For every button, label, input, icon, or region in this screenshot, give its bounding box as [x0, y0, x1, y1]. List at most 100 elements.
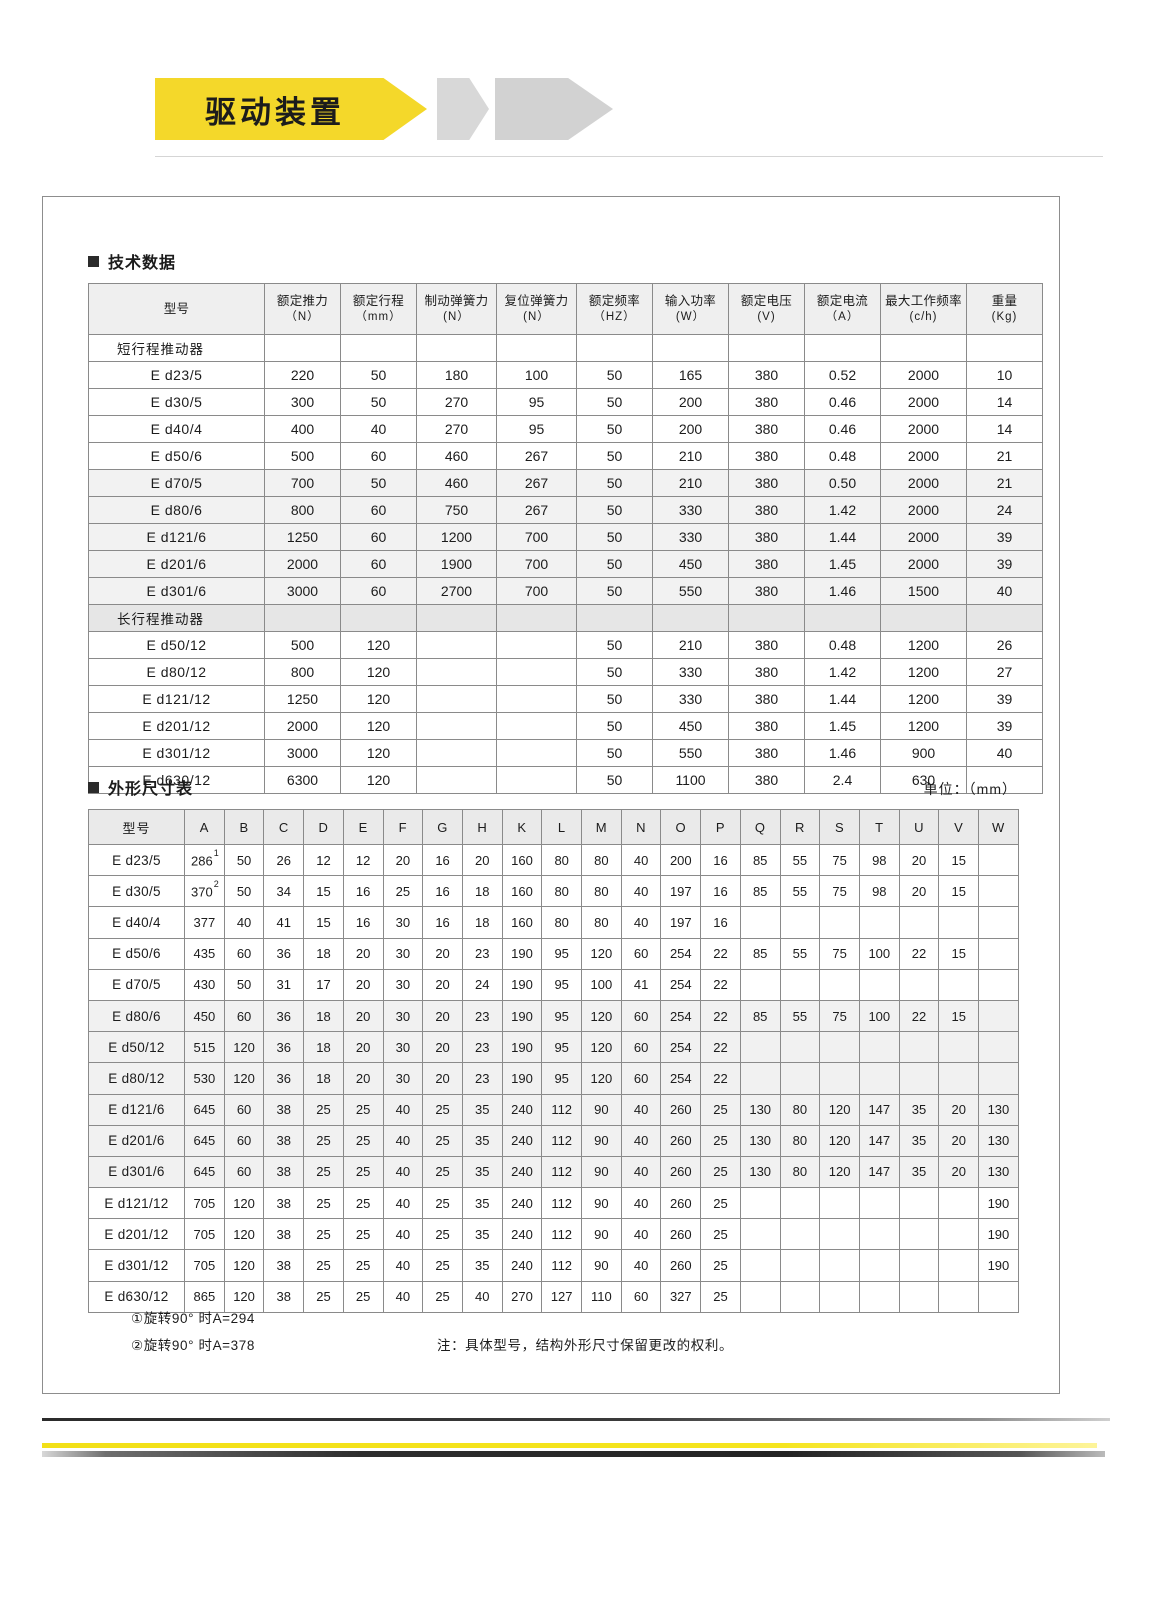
table-cell: 22: [898, 937, 940, 970]
footer-decoration: [42, 1418, 1110, 1457]
cell-model: E d121/12: [88, 1187, 185, 1220]
footnotes: ①旋转90° 时A=294 ②旋转90° 时A=378 注：具体型号，结构外形尺…: [131, 1303, 1011, 1357]
table-cell: 35: [461, 1187, 503, 1220]
table-cell: 30: [382, 937, 424, 970]
cell-model: E d23/5: [88, 361, 265, 389]
table-cell: 1500: [880, 577, 967, 605]
table-row: E d50/6 435 60 36 18 20 30 20 23 190 95 120 60 254 22 8…: [88, 937, 1019, 970]
table-cell: 50: [223, 875, 265, 908]
col-header-rated-voltage: 额定电压 (V): [728, 283, 805, 335]
table-cell: [819, 1187, 860, 1220]
table-cell: 20: [342, 937, 384, 970]
table-cell: 60: [620, 937, 662, 970]
table-cell: 330: [652, 658, 729, 686]
table-cell: [938, 1218, 980, 1251]
table-cell: [496, 712, 577, 740]
table-cell: 16: [700, 875, 741, 908]
table-cell: 197: [660, 906, 702, 939]
table-cell: 18: [303, 1062, 344, 1095]
table-cell-empty: [416, 334, 497, 362]
table-cell: 50: [576, 766, 653, 794]
table-cell: 260: [660, 1155, 702, 1189]
table-cell: 2000: [880, 523, 967, 551]
table-cell: 25: [303, 1155, 344, 1189]
col-header-weight-label: 重量: [991, 293, 1018, 308]
footnote-3: 注：具体型号，结构外形尺寸保留更改的权利。: [436, 1337, 734, 1353]
table-row: E d301/6 3000 60 2700 700 50 550 380 1.46 1500 40: [88, 577, 1043, 605]
table-cell: 35: [461, 1093, 503, 1126]
table-cell: 700: [496, 550, 577, 578]
table-cell: 120: [223, 1062, 265, 1095]
cell-model: E d80/6: [88, 496, 265, 524]
table-cell: 100: [581, 968, 622, 1001]
table-cell: 25: [342, 1187, 384, 1220]
table-cell: 12: [342, 843, 384, 877]
table-cell: 25: [422, 1218, 463, 1251]
table-cell: 95: [496, 415, 577, 443]
table-cell: 80: [779, 1093, 821, 1126]
table-cell: [739, 968, 781, 1001]
table-cell: [978, 968, 1019, 1001]
table-cell: 40: [620, 843, 662, 877]
col-header-rated-current-label: 额定电流: [816, 293, 869, 308]
table-cell: [898, 1218, 940, 1251]
table-cell: 38: [263, 1187, 305, 1220]
table-cell: 40: [966, 577, 1043, 605]
col-header-weight: 重量 (Kg): [966, 283, 1043, 335]
table-cell: 120: [340, 685, 417, 713]
table-cell: [739, 1031, 781, 1064]
table-cell: 80: [541, 843, 583, 877]
table-cell: 40: [382, 1155, 424, 1189]
table-cell: 267: [496, 496, 577, 524]
table-cell: 2000: [880, 496, 967, 524]
cell-model: E d50/12: [88, 1031, 185, 1064]
table-cell: 120: [340, 658, 417, 686]
table-cell: 3000: [264, 739, 341, 767]
table-row: E d70/5 430 50 31 17 20 30 20 24 190 95 100 41 254 22: [88, 968, 1019, 1001]
cell-model: E d40/4: [88, 906, 185, 939]
table-cell-empty: [652, 334, 729, 362]
table-cell: 270: [501, 1280, 543, 1313]
table-cell: 38: [263, 1124, 305, 1157]
table-cell: 14: [966, 388, 1043, 416]
footer-bar-white: [42, 1448, 1110, 1451]
table-cell: [978, 875, 1019, 908]
table-cell: [898, 1062, 940, 1095]
table-cell: 430: [184, 968, 225, 1001]
col-header-D: D: [303, 809, 344, 845]
table-cell-empty: [340, 604, 417, 632]
table-cell: 80: [541, 875, 583, 908]
table-cell: 12: [303, 843, 344, 877]
table-cell: 18: [461, 875, 503, 908]
table-cell-empty: [804, 334, 881, 362]
table-cell-empty: [652, 604, 729, 632]
table-cell: 2000: [880, 442, 967, 470]
table-cell: 20: [461, 843, 503, 877]
table-cell: 36: [263, 999, 305, 1033]
table-cell: 16: [422, 906, 463, 939]
table-cell: [819, 906, 860, 939]
table-cell: [416, 658, 497, 686]
table-cell: 75: [819, 875, 860, 908]
table-cell-empty: [880, 604, 967, 632]
table-cell: 130: [978, 1124, 1019, 1157]
col-header-model: 型号: [88, 809, 185, 845]
table-cell: 25: [422, 1093, 463, 1126]
table-cell: 20: [422, 999, 463, 1033]
table-cell: 40: [382, 1249, 424, 1282]
table-cell: 40: [620, 1218, 662, 1251]
table-cell: 98: [858, 843, 900, 877]
table-group-row: 短行程推动器: [88, 334, 1043, 362]
table-cell: 1200: [416, 523, 497, 551]
table-cell-empty: [264, 604, 341, 632]
table-cell: 200: [652, 388, 729, 416]
dimension-table-body: E d23/5 2861 50 26 12 12 20 16 20 160 80 80 40 200 16 8…: [88, 843, 1019, 1313]
table-cell-empty: [496, 604, 577, 632]
table-cell: 0.46: [804, 415, 881, 443]
cell-model: E d50/6: [88, 937, 185, 970]
table-cell: 50: [576, 442, 653, 470]
table-cell: 3702: [184, 875, 225, 908]
cell-model: E d30/5: [88, 875, 185, 908]
table-row: E d70/5 700 50 460 267 50 210 380 0.50 2000 21: [88, 469, 1043, 497]
table-cell: 50: [576, 550, 653, 578]
